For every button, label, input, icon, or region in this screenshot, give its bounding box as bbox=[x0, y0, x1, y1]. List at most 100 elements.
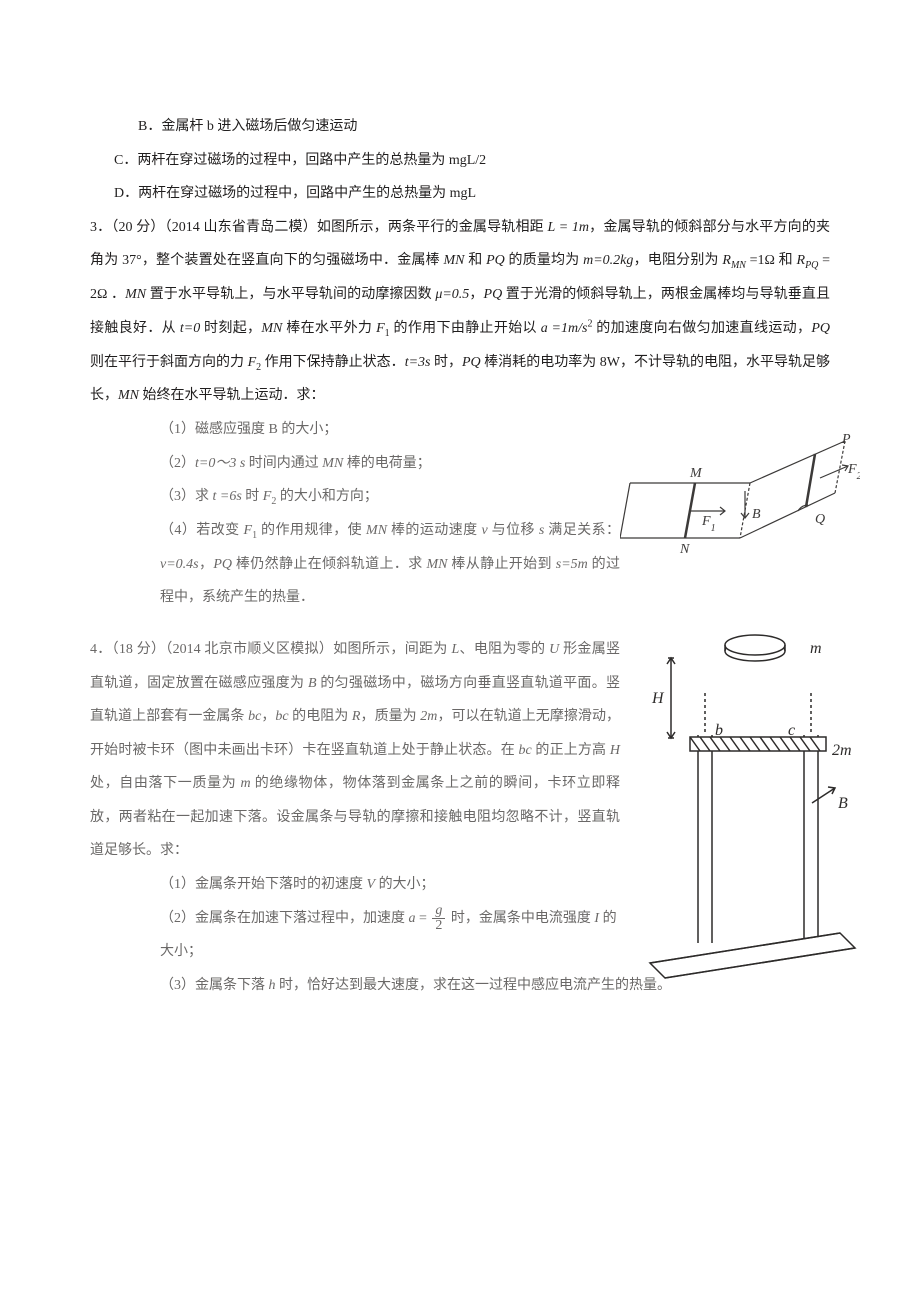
q4-wrap: m H b c 2m B 4．（18 分）（2014 北京市顺义区模拟）如图所示… bbox=[90, 633, 830, 1003]
q3-rmn-sub: MN bbox=[731, 260, 746, 271]
q3s4-f1: F bbox=[244, 523, 253, 538]
q3s4-s5: s=5m bbox=[556, 557, 588, 572]
fig2-m: m bbox=[810, 640, 822, 657]
q3s4-8: 棒从静止开始到 bbox=[447, 557, 555, 572]
q3s4-2: 的作用规律，使 bbox=[257, 523, 366, 538]
q4-t1: 如图所示，间距为 bbox=[333, 642, 451, 657]
q3-pos3: 时刻起， bbox=[200, 321, 261, 336]
q3-res: ，电阻分别为 bbox=[633, 253, 722, 268]
q3-mn2: MN bbox=[125, 287, 146, 302]
q3-pq4: PQ bbox=[462, 355, 481, 370]
q4-t9: 的正上方高 bbox=[532, 743, 610, 758]
q3s4-3: 棒的运动速度 bbox=[387, 523, 481, 538]
fig2-b: b bbox=[715, 722, 723, 739]
q3s3-3: 的大小和方向； bbox=[276, 489, 378, 504]
q3-rmn-v: =1Ω 和 bbox=[746, 253, 797, 268]
q4-U: U bbox=[549, 642, 559, 657]
q3s4-mn2: MN bbox=[426, 557, 447, 572]
q4-sub2: （2）金属条在加速下落过程中，加速度 a = g2 时，金属条中电流强度 I 的… bbox=[90, 902, 620, 969]
option-c: C．两杆在穿过磁场的过程中，回路中产生的总热量为 mgL/2 bbox=[90, 144, 830, 178]
q4-m: m bbox=[241, 776, 251, 791]
q4-num: 4． bbox=[90, 642, 112, 657]
q4s3-1: （3）金属条下落 bbox=[160, 978, 269, 993]
q3-sub4: （4）若改变 F1 的作用规律，使 MN 棒的运动速度 v 与位移 s 满足关系… bbox=[90, 514, 620, 615]
q4-t7: ，质量为 bbox=[360, 709, 420, 724]
q4-B: B bbox=[308, 676, 317, 691]
q4s3-2: 时，恰好达到最大速度，求在这一过程中感应电流产生的热量。 bbox=[276, 978, 672, 993]
question-3: 3．（20 分）（2014 山东省青岛二模）如图所示，两条平行的金属导轨相距 L… bbox=[90, 211, 830, 413]
q3s2-t: t=0～3 s bbox=[195, 456, 245, 471]
q3-pos8: 作用下保持静止状态． bbox=[261, 355, 405, 370]
q3-pos5: 的作用下由静止开始以 bbox=[390, 321, 541, 336]
q3-pq2: PQ bbox=[484, 287, 503, 302]
q3-pos11: 始终在水平导轨上运动．求： bbox=[139, 388, 325, 403]
q3-mu: μ=0.5 bbox=[435, 287, 469, 302]
q3-f2a: F bbox=[248, 355, 257, 370]
q4s1-V: V bbox=[367, 877, 376, 892]
q4-t10: 处，自由落下一质量为 bbox=[90, 776, 241, 791]
q3-L: L = 1m bbox=[548, 220, 589, 235]
q3-and: 和 bbox=[465, 253, 487, 268]
q3s4-pq: PQ bbox=[213, 557, 232, 572]
q3s4-mn: MN bbox=[366, 523, 387, 538]
q4s1-2: 的大小； bbox=[375, 877, 435, 892]
fig-label-P: P bbox=[841, 433, 851, 447]
q3-c1: ， bbox=[469, 287, 483, 302]
q3-pos9: 时， bbox=[430, 355, 462, 370]
q3s4-5: 满足关系： bbox=[544, 523, 620, 538]
q4-pts: （18 分）（2014 北京市顺义区模拟） bbox=[112, 642, 334, 657]
q3-mass: 的质量均为 bbox=[505, 253, 583, 268]
fig2-H: H bbox=[651, 690, 665, 707]
q3s3-2: 时 bbox=[242, 489, 263, 504]
q3s3-t: t =6s bbox=[213, 489, 242, 504]
q3-t1: 如图所示，两条平行的金属导轨相距 bbox=[317, 220, 548, 235]
q3s4-7: 棒仍然静止在倾斜轨道上．求 bbox=[232, 557, 426, 572]
fig-label-F1: F1 bbox=[701, 514, 716, 534]
fig2-2m: 2m bbox=[832, 742, 852, 759]
fraction-g-2: g2 bbox=[432, 904, 445, 933]
q3-pq3: PQ bbox=[811, 321, 830, 336]
q3-f1a: F bbox=[376, 321, 385, 336]
fig-label-F2: F2 bbox=[847, 462, 860, 482]
q3-t3: t=3s bbox=[405, 355, 431, 370]
q4s1-1: （1）金属条开始下落时的初速度 bbox=[160, 877, 367, 892]
q4-H: H bbox=[610, 743, 620, 758]
frac-den: 2 bbox=[432, 919, 445, 933]
fig-label-N: N bbox=[679, 542, 690, 557]
q3s2-2: 时间内通过 bbox=[245, 456, 322, 471]
opt-b-text: B．金属杆 b 进入磁场后做匀速运动 bbox=[138, 119, 357, 134]
q4-2m: 2m bbox=[420, 709, 437, 724]
q3-m: m=0.2kg bbox=[583, 253, 633, 268]
q3-t0: t=0 bbox=[180, 321, 200, 336]
option-b: B．金属杆 b 进入磁场后做匀速运动 bbox=[90, 110, 830, 144]
q3s4-6: ， bbox=[199, 557, 214, 572]
q3s2-1: （2） bbox=[160, 456, 195, 471]
q3-sub-wrap: M P N Q F1 F2 B （1）磁感应强度 B 的大小； （2）t=0～3… bbox=[90, 413, 830, 615]
frac-num: g bbox=[432, 904, 445, 919]
q3s2-3: 棒的电荷量； bbox=[343, 456, 431, 471]
q3-mn4: MN bbox=[118, 388, 139, 403]
q3s3-1: （3）求 bbox=[160, 489, 213, 504]
q3s4-eq: v=0.4s bbox=[160, 557, 199, 572]
q3-pq1: PQ bbox=[486, 253, 505, 268]
question-4: 4．（18 分）（2014 北京市顺义区模拟）如图所示，间距为 L、电阻为零的 … bbox=[90, 633, 620, 868]
q4s2-a: a bbox=[409, 911, 416, 926]
q3-number: 3． bbox=[90, 220, 111, 235]
q3-pos7: 则在平行于斜面方向的力 bbox=[90, 355, 248, 370]
q3-rpq: R bbox=[797, 253, 806, 268]
q3-sub1-t: （1）磁感应强度 B 的大小； bbox=[160, 422, 337, 437]
option-d: D．两杆在穿过磁场的过程中，回路中产生的总热量为 mgL bbox=[90, 177, 830, 211]
fig-label-Q: Q bbox=[815, 512, 825, 527]
q4s2-1: （2）金属条在加速下落过程中，加速度 bbox=[160, 911, 409, 926]
fig2-c: c bbox=[788, 722, 795, 739]
q4-bc1: bc bbox=[248, 709, 261, 724]
q4-t2: 、电阻为零的 bbox=[459, 642, 549, 657]
spacer bbox=[90, 615, 830, 633]
q4s2-3: 时，金属条中电流强度 bbox=[447, 911, 594, 926]
q4-bc2: bc bbox=[275, 709, 288, 724]
opt-c-text: C．两杆在穿过磁场的过程中，回路中产生的总热量为 mgL/2 bbox=[114, 153, 486, 168]
q3-points: （20 分）（2014 山东省青岛二模） bbox=[111, 220, 317, 235]
q4-t5: ， bbox=[261, 709, 275, 724]
q3-rmn: R bbox=[722, 253, 731, 268]
q4-bc3: bc bbox=[519, 743, 532, 758]
